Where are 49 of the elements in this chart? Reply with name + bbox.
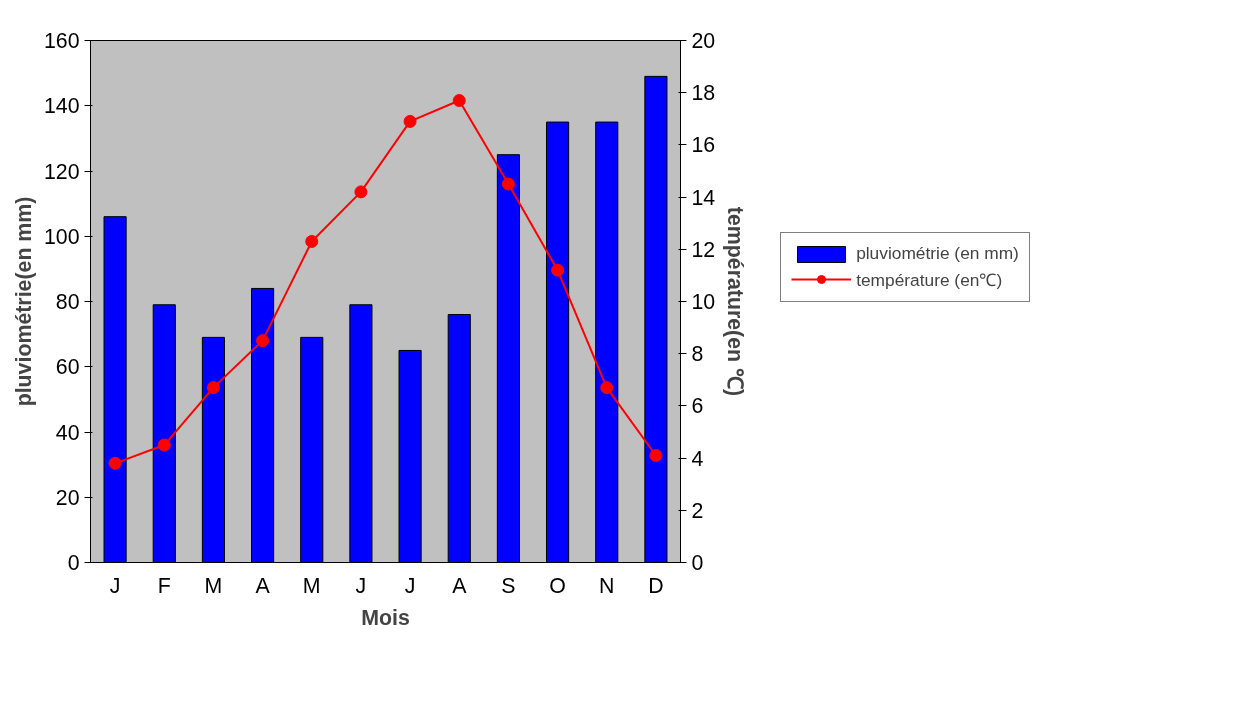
y-tick-label: 0 [67,551,80,575]
point [305,234,319,248]
y-tick-label: 20 [55,485,80,510]
y2-tick-label: 0 [691,551,704,575]
y2-tick-label: 6 [691,394,704,419]
y2-tick-label: 20 [691,29,716,53]
x-tick-label: A [255,573,271,598]
point [452,94,466,108]
point [649,449,663,462]
point [403,114,417,128]
point [157,438,171,452]
x-axis-title: Mois [361,605,410,630]
y2-tick-label: 14 [691,185,716,210]
x-tick-label: S [501,573,516,598]
legend-label: température (en℃) [856,269,1003,291]
y-tick-label: 140 [43,94,80,119]
y2-axis-title: température(en ℃) [723,206,748,397]
point [354,185,368,199]
y2-tick-label: 16 [691,133,716,158]
y-tick-label: 160 [43,29,80,53]
y-axis-title: pluviométrie(en mm) [11,196,36,407]
y2-tick-label: 4 [691,446,704,471]
point [551,263,565,277]
y-tick-label: 100 [43,224,80,249]
y2-tick-label: 8 [691,342,704,367]
point [108,456,122,470]
point [256,334,270,348]
y-tick-label: 120 [43,159,80,184]
y2-tick-label: 12 [691,237,716,262]
y2-tick-label: 18 [691,81,716,106]
x-tick-label: N [599,573,615,598]
y-tick-label: 80 [55,290,80,314]
x-tick-label: J [109,573,121,598]
legend-label: pluviométrie (en mm) [856,243,1019,264]
y-tick-label: 60 [55,355,80,380]
x-tick-label: O [549,573,566,598]
y2-tick-label: 2 [691,498,704,523]
point [501,177,515,191]
x-tick-label: F [157,573,171,598]
x-tick-label: D [648,573,664,598]
x-tick-label: J [404,573,416,598]
point [206,381,220,395]
x-tick-label: M [302,573,321,598]
y-tick-label: 40 [55,420,80,445]
x-tick-label: J [355,573,367,598]
y2-tick-label: 10 [691,290,716,314]
x-tick-label: A [452,573,468,598]
point [600,381,614,395]
x-tick-label: M [204,573,223,598]
